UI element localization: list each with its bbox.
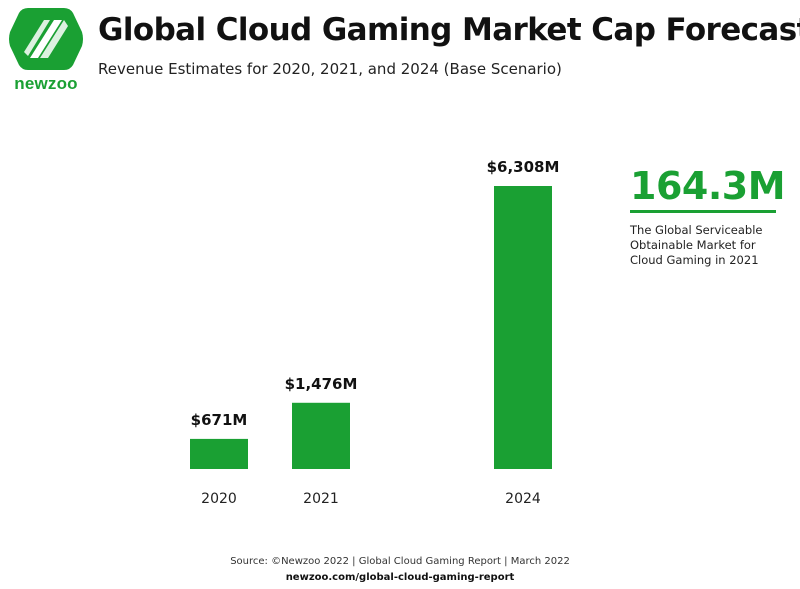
newzoo-logo: newzoo: [8, 6, 84, 93]
bar-2021: [292, 402, 350, 469]
x-tick-label-2024: 2024: [505, 491, 541, 507]
chart-subtitle: Revenue Estimates for 2020, 2021, and 20…: [98, 60, 562, 78]
newzoo-wordmark: newzoo: [14, 74, 78, 93]
callout-description: The Global Serviceable Obtainable Market…: [630, 223, 763, 267]
data-label-2024: $6,308M: [487, 158, 560, 176]
x-tick-label-2020: 2020: [201, 491, 237, 507]
callout-divider: [630, 210, 776, 213]
sam-callout: 164.3M The Global Serviceable Obtainable…: [630, 164, 786, 268]
x-tick-label-2021: 2021: [303, 491, 339, 507]
newzoo-logo-mark: [9, 8, 83, 70]
data-label-2021: $1,476M: [285, 375, 358, 393]
callout-value: 164.3M: [630, 164, 786, 208]
chart-title: Global Cloud Gaming Market Cap Forecast: [98, 12, 800, 48]
source-note: Source: ©Newzoo 2022 | Global Cloud Gami…: [230, 556, 570, 567]
data-label-2020: $671M: [191, 411, 248, 429]
source-url[interactable]: newzoo.com/global-cloud-gaming-report: [285, 572, 515, 583]
bar-2024: [494, 186, 552, 469]
bar-2020: [190, 438, 248, 469]
